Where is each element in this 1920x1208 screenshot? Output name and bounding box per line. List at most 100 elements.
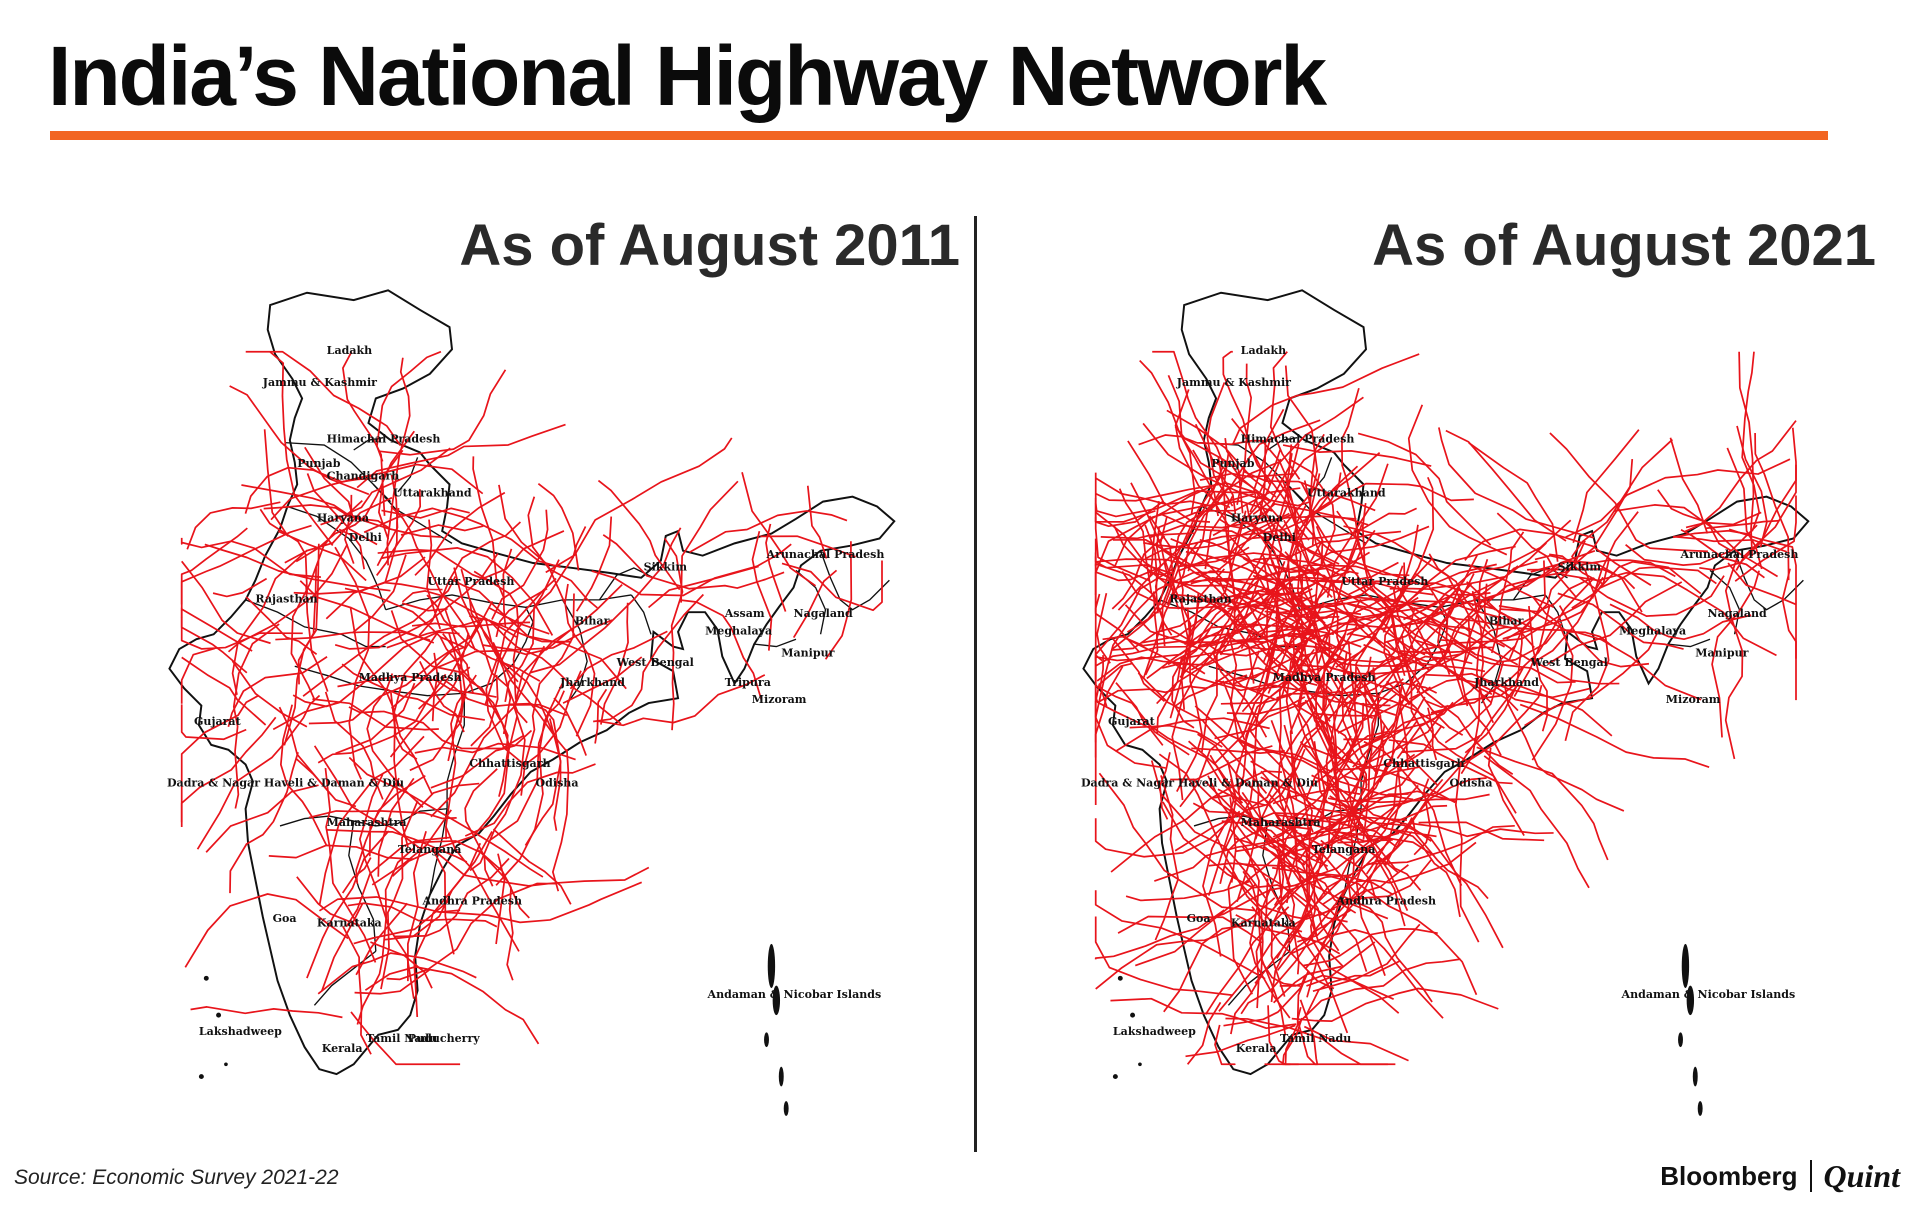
india-outline <box>168 289 896 1076</box>
highway-segment <box>1401 627 1523 754</box>
highway-segment <box>391 716 518 877</box>
state-label: Haryana <box>1231 511 1283 524</box>
highway-segment <box>495 853 506 945</box>
highway-segment <box>410 782 480 817</box>
highway-segment <box>1094 909 1225 960</box>
highway-segment <box>1174 781 1277 852</box>
highway-segment <box>1118 488 1166 647</box>
highway-segment <box>1363 643 1486 673</box>
highway-segment <box>1321 877 1352 945</box>
highway-segment <box>1578 575 1725 617</box>
highway-segment <box>1176 557 1359 589</box>
state-label: Odisha <box>536 777 579 790</box>
highway-segment <box>689 510 848 553</box>
highway-segment <box>308 621 481 725</box>
highway-segment <box>1312 682 1419 717</box>
state-label: Andaman & Nicobar Islands <box>707 988 882 1001</box>
state-label: Tripura <box>725 676 771 689</box>
highway-segment <box>495 587 548 638</box>
state-label: Mizoram <box>1666 693 1721 706</box>
highway-segment <box>348 706 525 750</box>
state-label: Kerala <box>1236 1042 1277 1055</box>
highway-segment <box>806 485 828 559</box>
highway-segment <box>1170 538 1337 617</box>
state-label: Punjab <box>297 457 341 470</box>
highway-segment <box>469 615 627 690</box>
highway-segment <box>1728 528 1797 659</box>
highway-segment <box>1152 350 1225 464</box>
highway-segment <box>562 656 643 704</box>
highway-segment <box>1343 701 1454 741</box>
highway-segment <box>181 656 267 726</box>
highway-segment <box>1192 802 1298 833</box>
highway-segment <box>347 902 498 928</box>
state-label: Gujarat <box>1108 715 1156 728</box>
highway-segment <box>1245 604 1352 656</box>
highway-segment <box>1094 810 1241 858</box>
highway-segment <box>1312 923 1421 993</box>
highway-segment <box>376 474 399 567</box>
highway-segment <box>1572 429 1640 544</box>
island <box>1686 985 1695 1016</box>
highway-segment <box>229 385 370 496</box>
highway-segment <box>390 610 460 673</box>
highway-segment <box>1238 740 1414 801</box>
highway-segment <box>344 587 465 649</box>
highway-segment <box>180 704 247 741</box>
highway-segment <box>1264 874 1352 920</box>
highway-segment <box>679 599 763 700</box>
state-label: Andhra Pradesh <box>1336 895 1436 908</box>
highway-segment <box>1363 740 1463 887</box>
highway-segment <box>1503 684 1625 812</box>
highway-segment <box>244 466 377 514</box>
highway-segment <box>1268 794 1323 863</box>
highway-segment <box>1738 351 1755 557</box>
highway-segment <box>184 893 349 968</box>
highway-segment <box>1425 672 1590 699</box>
highway-segment <box>430 729 533 789</box>
highway-segment <box>334 552 499 650</box>
highway-segment <box>1379 680 1438 694</box>
highway-segment <box>304 446 354 517</box>
highway-segment <box>1599 566 1717 589</box>
state-label: Bihar <box>1489 614 1524 627</box>
highway-segment <box>1411 822 1554 838</box>
highway-segment <box>1243 470 1376 512</box>
highway-segment <box>1207 775 1255 847</box>
highway-segment <box>594 688 608 744</box>
highway-segment <box>1414 572 1472 633</box>
highway-segment <box>498 484 566 603</box>
highway-segment <box>444 825 520 952</box>
highway-segment <box>1283 519 1312 625</box>
highway-segment <box>760 535 856 558</box>
highway-segment <box>231 549 308 696</box>
highway-segment <box>564 583 596 737</box>
brand-quint: Quint <box>1823 1157 1900 1194</box>
state-border <box>1709 569 1741 635</box>
state-label: Rajasthan <box>1169 592 1231 605</box>
state-label: Madhya Pradesh <box>359 671 462 684</box>
highway-segment <box>1318 817 1413 917</box>
island <box>767 943 776 989</box>
state-border <box>1668 638 1711 648</box>
state-border <box>1733 550 1804 611</box>
highway-segment <box>1388 739 1513 785</box>
highway-segment <box>1302 743 1456 804</box>
highway-segment <box>1224 865 1335 920</box>
highway-segment <box>485 619 512 735</box>
highway-segment <box>231 660 308 728</box>
highway-segment <box>1156 657 1183 734</box>
highway-segment <box>1357 432 1492 546</box>
state-border <box>397 457 419 493</box>
highway-segment <box>492 828 572 905</box>
highway-segment <box>1221 802 1405 824</box>
highway-segment <box>296 876 360 927</box>
highway-segment <box>1204 495 1234 570</box>
highway-segment <box>263 504 442 538</box>
highway-segment <box>1625 524 1758 566</box>
highway-segment <box>1314 525 1324 577</box>
island <box>772 985 781 1016</box>
highway-segment <box>353 900 450 945</box>
state-border <box>287 505 387 610</box>
highway-segment <box>1173 634 1346 666</box>
